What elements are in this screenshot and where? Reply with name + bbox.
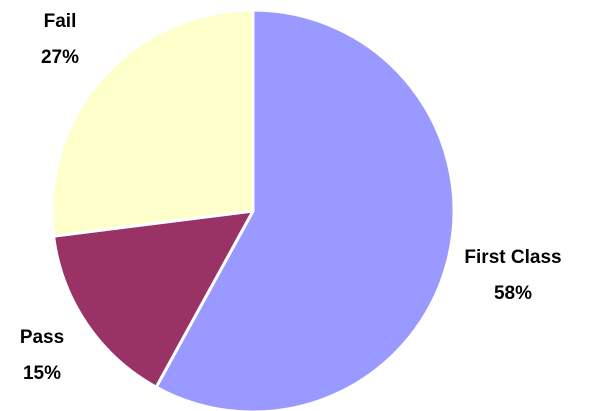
pie-slice-fail (50, 8, 255, 238)
slice-name-label: First Class (464, 247, 561, 268)
pie-labels: First Class 58% Pass 15% Fail 27% (20, 11, 562, 384)
pie-slices (50, 8, 456, 411)
slice-percent-label: 15% (23, 363, 61, 384)
slice-percent-label: 58% (494, 283, 532, 304)
slice-name-label: Pass (20, 327, 64, 348)
pie-slice-first-class (154, 8, 456, 411)
pie-slice-pass (52, 209, 255, 389)
slice-percent-label: 27% (41, 47, 79, 68)
slice-name-label: Fail (44, 11, 77, 32)
